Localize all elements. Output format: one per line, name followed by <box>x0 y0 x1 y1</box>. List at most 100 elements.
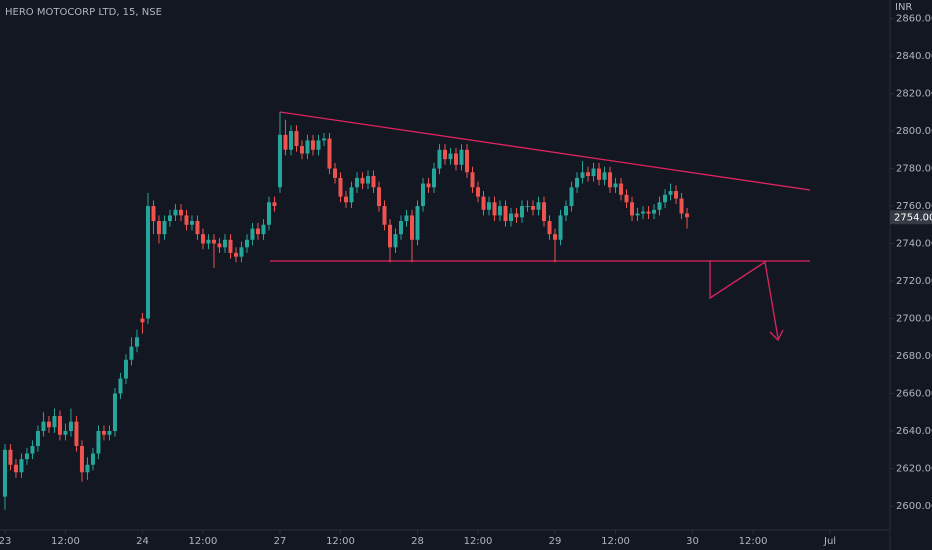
candle-body <box>327 138 332 169</box>
candle-body <box>239 247 244 257</box>
x-tick-label: 12:00 <box>326 536 355 547</box>
candle-body <box>233 252 238 257</box>
x-tick-label: 30 <box>686 536 699 547</box>
candle-body <box>8 449 13 465</box>
candle-body <box>553 234 558 240</box>
candle-body <box>310 140 315 150</box>
x-tick-label: 12:00 <box>464 536 493 547</box>
candle-body <box>409 215 414 240</box>
candle-body <box>454 153 459 165</box>
candle-body <box>509 213 514 222</box>
candle-body <box>261 224 266 235</box>
candle-body <box>266 202 271 225</box>
candle-body <box>520 206 525 218</box>
candle-body <box>200 234 205 244</box>
candle-body <box>96 431 101 454</box>
candle-body <box>294 131 299 147</box>
last-price-tag <box>890 210 932 225</box>
x-tick-label: 12:00 <box>739 536 768 547</box>
x-tick-label: Jul <box>823 536 836 547</box>
candle-body <box>107 431 112 435</box>
candle-body <box>74 421 79 447</box>
candle-body <box>360 177 365 184</box>
candle-body <box>371 176 376 188</box>
candle-body <box>68 421 73 432</box>
y-tick-label: 2780.00 <box>896 164 932 175</box>
projection-path <box>709 260 779 339</box>
candle-body <box>156 221 161 235</box>
candle-body <box>101 431 106 435</box>
candle-body <box>481 196 486 210</box>
candle-body <box>646 211 651 214</box>
candle-body <box>178 209 183 216</box>
chart-title: HERO MOTOCORP LTD, 15, NSE <box>5 7 162 18</box>
candle-body <box>162 221 167 235</box>
candle-body <box>184 215 189 225</box>
candle-body <box>503 206 508 222</box>
candle-body <box>663 194 668 203</box>
last-price-label: 2754.00 <box>894 212 932 223</box>
candle-body <box>151 206 156 222</box>
candle-body <box>19 459 24 473</box>
candle-body <box>57 416 62 435</box>
candle-body <box>619 183 624 195</box>
y-tick-label: 2800.00 <box>896 126 932 137</box>
candle-body <box>393 234 398 248</box>
candle-body <box>112 393 117 432</box>
currency: INR <box>895 2 912 13</box>
candle-body <box>206 239 211 244</box>
x-tick-label: 29 <box>549 536 562 547</box>
candle-body <box>283 134 288 150</box>
candle-body <box>244 239 249 248</box>
candle-body <box>376 187 381 207</box>
y-tick-label: 2820.00 <box>896 89 932 100</box>
candle-body <box>129 346 134 360</box>
y-tick-label: 2640.00 <box>896 426 932 437</box>
candle-body <box>30 446 35 454</box>
candle-body <box>90 453 95 465</box>
y-tick-label: 2740.00 <box>896 239 932 250</box>
candle-body <box>316 140 321 150</box>
y-tick-label: 2840.00 <box>896 51 932 62</box>
candle-body <box>448 153 453 160</box>
candle-body <box>613 183 618 188</box>
candle-body <box>250 228 255 240</box>
x-tick-label: 12:00 <box>189 536 218 547</box>
candle-body <box>547 221 552 235</box>
candle-body <box>63 431 68 435</box>
candle-body <box>415 206 420 240</box>
candle-body <box>437 149 442 169</box>
y-tick-label: 2620.00 <box>896 464 932 475</box>
candle-body <box>41 421 46 432</box>
candle-body <box>398 221 403 235</box>
candle-body <box>586 172 591 177</box>
candle-body <box>305 140 310 154</box>
candle-body <box>641 211 646 214</box>
y-tick-label: 2720.00 <box>896 276 932 287</box>
candle-body <box>564 206 569 216</box>
candle-body <box>145 206 150 319</box>
candle-body <box>635 213 640 216</box>
candle-body <box>542 202 547 222</box>
candle-body <box>531 206 536 210</box>
candle-body <box>492 202 497 216</box>
candle-body <box>134 337 139 347</box>
candle-body <box>558 215 563 240</box>
candle-body <box>299 146 304 154</box>
candle-body <box>487 202 492 210</box>
x-tick-label: 24 <box>136 536 149 547</box>
x-tick-label: 28 <box>411 536 424 547</box>
candle-body <box>167 215 172 222</box>
candle-body <box>630 202 635 216</box>
y-tick-label: 2700.00 <box>896 314 932 325</box>
candle-body <box>189 221 194 225</box>
candle-body <box>288 131 293 150</box>
candle-body <box>343 196 348 203</box>
candle-body <box>652 209 657 214</box>
candle-body <box>228 239 233 253</box>
candle-body <box>85 464 90 473</box>
candle-body <box>624 194 629 203</box>
candle-body <box>443 149 447 160</box>
